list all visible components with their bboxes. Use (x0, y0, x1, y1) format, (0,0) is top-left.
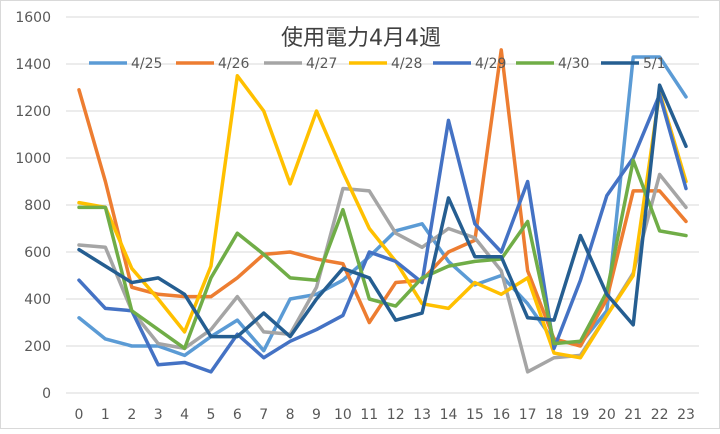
y-tick-label: 1200 (15, 104, 51, 120)
series-line-4-28 (77, 74, 688, 360)
x-tick-label: 0 (75, 407, 84, 423)
x-tick-label: 5 (206, 407, 215, 423)
legend-label: 4/28 (391, 56, 422, 72)
y-tick-label: 1000 (15, 151, 51, 167)
x-tick-label: 13 (413, 407, 431, 423)
series-line-4-30 (77, 158, 688, 351)
x-tick-label: 23 (677, 407, 695, 423)
x-tick-label: 8 (286, 407, 295, 423)
legend-item: 4/29 (433, 56, 506, 72)
x-tick-label: 12 (387, 407, 405, 423)
x-tick-label: 10 (334, 407, 352, 423)
x-tick-label: 2 (127, 407, 136, 423)
legend-item: 4/27 (264, 56, 337, 72)
legend-label: 4/27 (306, 56, 337, 72)
series-line-4-29 (77, 92, 688, 374)
x-tick-label: 21 (624, 407, 642, 423)
legend-item: 4/30 (516, 56, 589, 72)
x-tick-label: 7 (259, 407, 268, 423)
legend-label: 4/29 (475, 56, 506, 72)
y-tick-label: 400 (24, 292, 51, 308)
legend-item: 4/26 (176, 56, 250, 72)
x-tick-label: 15 (466, 407, 484, 423)
legend-label: 4/26 (218, 56, 250, 72)
chart-title: 使用電力4月4週 (281, 26, 441, 51)
y-tick-label: 1400 (15, 57, 51, 73)
legend-item: 4/25 (89, 56, 162, 72)
x-tick-label: 16 (492, 407, 510, 423)
y-tick-label: 600 (24, 245, 51, 261)
x-tick-label: 6 (233, 407, 242, 423)
legend-label: 4/30 (558, 56, 589, 72)
x-tick-label: 22 (651, 407, 669, 423)
series-line-5-1 (77, 83, 688, 339)
x-tick-label: 3 (154, 407, 163, 423)
x-tick-label: 19 (572, 407, 590, 423)
series-line-4-27 (77, 172, 688, 374)
x-tick-label: 17 (519, 407, 537, 423)
x-tick-label: 18 (545, 407, 563, 423)
y-tick-label: 0 (42, 386, 51, 402)
y-tick-label: 800 (24, 198, 51, 214)
series-lines (77, 48, 688, 374)
y-axis-ticks: 0 200 400 600 800 1000 1200 1400 1600 (15, 10, 51, 402)
x-tick-label: 14 (440, 407, 458, 423)
x-tick-label: 1 (101, 407, 110, 423)
legend-item: 5/1 (601, 56, 666, 72)
legend-label: 4/25 (131, 56, 162, 72)
legend-item: 4/28 (349, 56, 422, 72)
x-tick-label: 20 (598, 407, 616, 423)
x-tick-label: 9 (312, 407, 321, 423)
legend: 4/25 4/26 4/27 4/28 4/29 4/30 5/1 (89, 56, 666, 72)
x-axis-ticks: 0 1 2 3 4 5 6 7 8 9 10 11 12 13 14 15 16 17 18 19 20 21 22 23 (75, 407, 695, 423)
legend-label: 5/1 (643, 56, 666, 72)
y-tick-label: 200 (24, 339, 51, 355)
x-tick-label: 11 (360, 407, 378, 423)
x-tick-label: 4 (180, 407, 189, 423)
y-tick-label: 1600 (15, 10, 51, 26)
